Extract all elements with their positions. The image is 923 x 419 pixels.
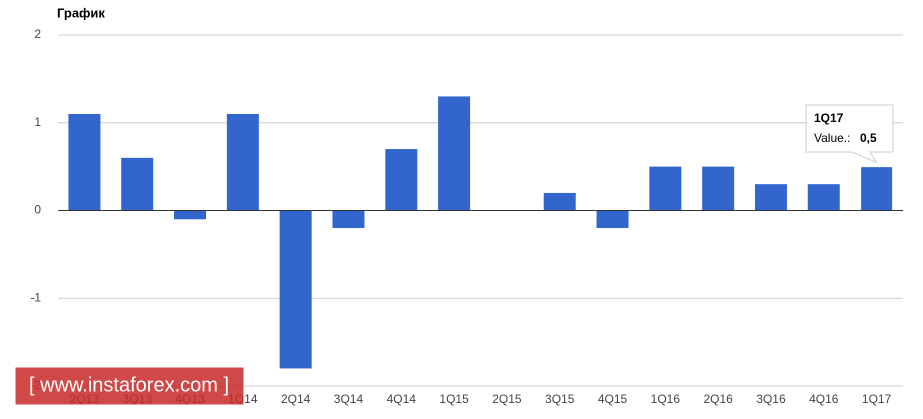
- tooltip-value: 0,5: [860, 131, 877, 145]
- bar: [279, 210, 312, 369]
- tooltip-title: 1Q17: [814, 111, 844, 125]
- bar: [649, 166, 682, 211]
- x-tick-label: 2Q14: [281, 392, 311, 406]
- y-tick-label: 0: [34, 203, 41, 217]
- chart-title: График: [57, 5, 105, 20]
- y-tick-label: 1: [34, 115, 41, 129]
- x-tick-label: 3Q14: [334, 392, 364, 406]
- tooltip-box: [805, 104, 894, 164]
- bar: [807, 184, 840, 211]
- x-tick-label: 4Q15: [598, 392, 628, 406]
- bar: [385, 149, 418, 211]
- watermark: [ www.instaforex.com ]: [29, 374, 229, 396]
- tooltip-label: Value.:: [814, 131, 850, 145]
- x-tick-label: 3Q15: [545, 392, 575, 406]
- tooltip: 1Q17 Value.: 0,5: [805, 104, 894, 164]
- x-tick-label: 2Q16: [703, 392, 733, 406]
- x-tick-label: 2Q15: [492, 392, 522, 406]
- x-tick-label: 3Q16: [756, 392, 786, 406]
- bar: [121, 157, 154, 211]
- x-tick-label: 1Q16: [651, 392, 681, 406]
- y-tick-label: -1: [30, 290, 41, 304]
- y-tick-label: 2: [34, 27, 41, 41]
- watermark-box: [14, 366, 245, 406]
- x-tick-label: 4Q14: [387, 392, 417, 406]
- bar: [543, 192, 576, 211]
- bar: [226, 113, 259, 211]
- x-tick-label: 1Q17: [862, 392, 892, 406]
- bar: [438, 96, 471, 211]
- x-tick-label: 1Q15: [439, 392, 469, 406]
- bar: [332, 210, 365, 229]
- bar: [702, 166, 735, 211]
- bar: [68, 113, 101, 211]
- bar: [860, 166, 894, 211]
- x-tick-label: 4Q16: [809, 392, 839, 406]
- bar: [754, 184, 787, 211]
- bar: [174, 210, 207, 220]
- bar: [596, 210, 629, 229]
